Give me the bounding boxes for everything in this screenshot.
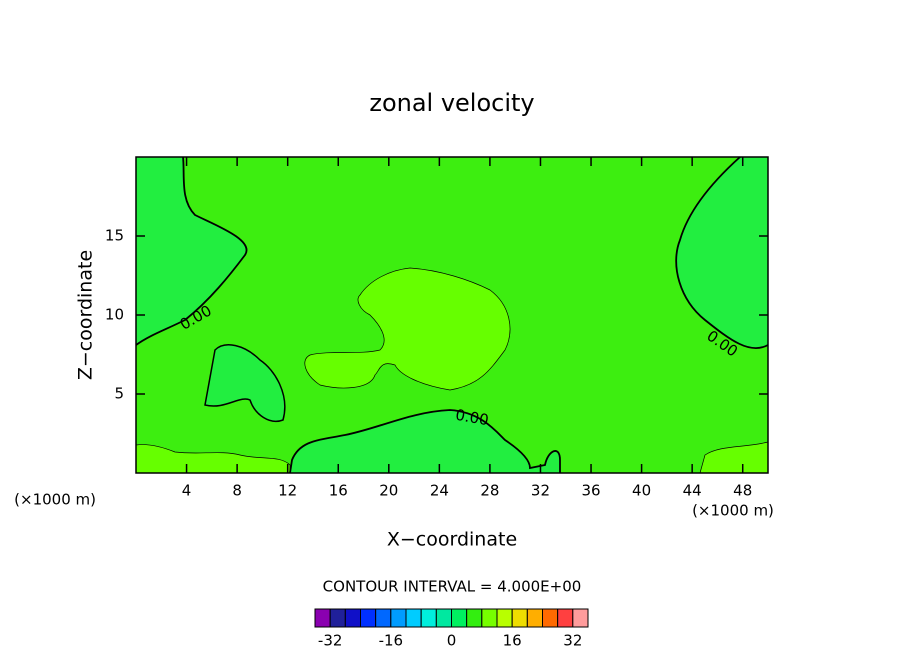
x-tick-label: 16 bbox=[329, 482, 348, 500]
colorbar-box bbox=[329, 608, 346, 628]
colorbar-box bbox=[496, 608, 513, 628]
x-unit-label: (×1000 m) bbox=[692, 502, 774, 520]
colorbar-box bbox=[420, 608, 437, 628]
x-tick-label: 48 bbox=[733, 482, 752, 500]
colorbar-box bbox=[466, 608, 483, 628]
y-tick-label: 5 bbox=[114, 385, 124, 403]
contour-line bbox=[135, 156, 248, 346]
colorbar-box bbox=[526, 608, 543, 628]
x-tick-label: 20 bbox=[379, 482, 398, 500]
colorbar-tick-label: -32 bbox=[318, 632, 343, 650]
negative-region bbox=[136, 157, 247, 345]
contour-line bbox=[289, 409, 561, 474]
x-tick-label: 24 bbox=[430, 482, 449, 500]
contour-line bbox=[675, 156, 769, 350]
x-tick-label: 32 bbox=[531, 482, 550, 500]
colorbar-tick-label: 32 bbox=[563, 632, 582, 650]
colorbar-box bbox=[360, 608, 377, 628]
positive-region bbox=[304, 267, 511, 391]
y-tick-label: 15 bbox=[105, 227, 124, 245]
colorbar-box bbox=[511, 608, 528, 628]
x-tick-label: 12 bbox=[278, 482, 297, 500]
colorbar-box bbox=[375, 608, 392, 628]
colorbar-tick-label: 0 bbox=[447, 632, 457, 650]
colorbar-box bbox=[405, 608, 422, 628]
x-tick-label: 44 bbox=[683, 482, 702, 500]
positive-region bbox=[135, 444, 291, 474]
colorbar-tick-label: -16 bbox=[379, 632, 404, 650]
colorbar-box bbox=[435, 608, 453, 628]
x-tick-label: 4 bbox=[182, 482, 192, 500]
colorbar-box bbox=[542, 608, 559, 628]
x-tick-label: 28 bbox=[480, 482, 499, 500]
x-axis-title: X−coordinate bbox=[387, 529, 517, 551]
colorbar-tick-label: 16 bbox=[503, 632, 522, 650]
x-unit-label: (×1000 m) bbox=[14, 491, 96, 509]
colorbar-box bbox=[344, 608, 362, 628]
x-tick-label: 8 bbox=[232, 482, 242, 500]
contour-interval: CONTOUR INTERVAL = 4.000E+00 bbox=[323, 578, 582, 596]
plot bbox=[135, 156, 769, 474]
negative-region bbox=[204, 344, 286, 422]
x-tick-label: 36 bbox=[581, 482, 600, 500]
y-axis-title: Z−coordinate bbox=[75, 250, 97, 380]
negative-region bbox=[676, 157, 768, 349]
colorbar-box bbox=[572, 608, 589, 628]
y-tick-label: 10 bbox=[105, 306, 124, 324]
colorbar-box bbox=[390, 608, 407, 628]
contour-label: 0.00 bbox=[454, 406, 490, 430]
colorbar-box bbox=[451, 608, 468, 628]
colorbar-box bbox=[314, 608, 331, 628]
x-tick-label: 40 bbox=[632, 482, 651, 500]
chart-title: zonal velocity bbox=[369, 89, 534, 117]
colorbar-box bbox=[481, 608, 498, 628]
negative-region bbox=[290, 410, 560, 473]
colorbar-box bbox=[557, 608, 574, 628]
